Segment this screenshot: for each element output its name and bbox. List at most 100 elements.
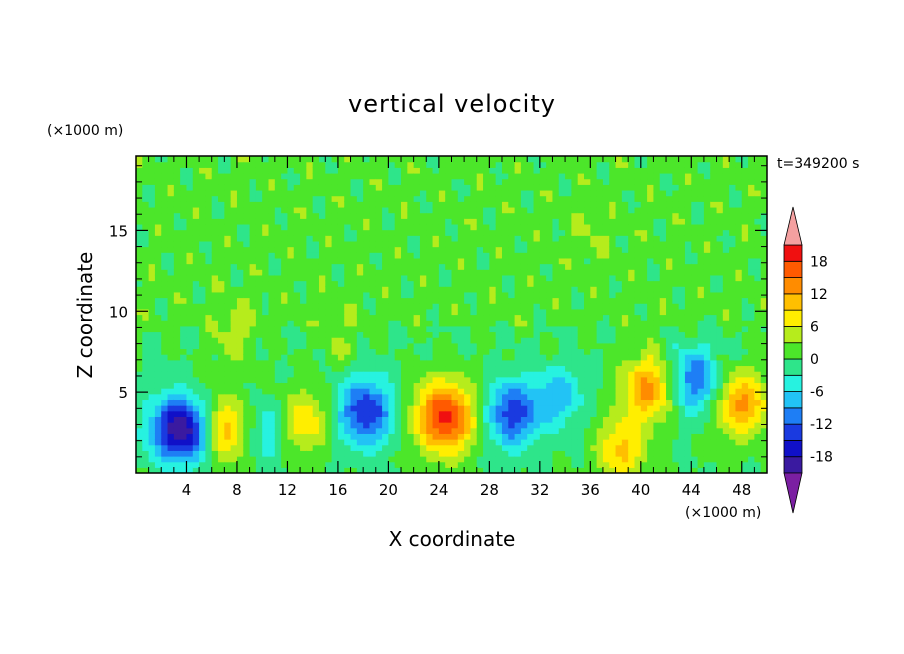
heatmap-cell	[142, 252, 150, 259]
heatmap-cell	[470, 223, 478, 231]
heatmap-cell	[634, 416, 642, 423]
heatmap-cell	[426, 376, 434, 384]
heatmap-cell	[514, 456, 522, 463]
heatmap-cell	[520, 337, 528, 344]
heatmap-cell	[394, 286, 402, 293]
heatmap-cell	[426, 286, 434, 293]
heatmap-cell	[224, 167, 232, 174]
heatmap-cell	[470, 235, 478, 242]
heatmap-cell	[546, 167, 554, 174]
heatmap-cell	[287, 240, 295, 248]
heatmap-cell	[180, 263, 188, 270]
heatmap-cell	[180, 161, 188, 168]
heatmap-cell	[609, 263, 617, 270]
heatmap-cell	[558, 156, 566, 163]
heatmap-cell	[224, 286, 232, 293]
heatmap-cell	[609, 467, 617, 473]
heatmap-cell	[363, 456, 371, 463]
heatmap-cell	[337, 354, 345, 361]
heatmap-cell	[520, 156, 528, 163]
heatmap-cell	[192, 286, 200, 293]
heatmap-cell	[192, 331, 200, 338]
heatmap-cell	[520, 246, 528, 253]
heatmap-cell	[369, 172, 377, 180]
heatmap-cell	[609, 161, 617, 168]
heatmap-cell	[413, 246, 421, 253]
heatmap-cell	[312, 320, 320, 327]
heatmap-cell	[236, 263, 244, 270]
heatmap-cell	[527, 416, 535, 423]
heatmap-cell	[180, 167, 188, 174]
heatmap-cell	[230, 376, 238, 384]
heatmap-cell	[527, 263, 535, 270]
heatmap-cell	[407, 422, 415, 429]
heatmap-cell	[590, 195, 598, 202]
heatmap-cell	[218, 359, 225, 367]
heatmap-cell	[520, 320, 528, 327]
heatmap-cell	[552, 297, 560, 304]
heatmap-cell	[142, 206, 150, 214]
heatmap-cell	[363, 212, 371, 219]
heatmap-cell	[230, 195, 238, 202]
heatmap-cell	[464, 337, 472, 344]
heatmap-cell	[552, 393, 560, 401]
heatmap-cell	[293, 274, 301, 282]
heatmap-cell	[388, 235, 396, 242]
heatmap-cell	[136, 246, 143, 253]
heatmap-cell	[647, 422, 655, 429]
heatmap-cell	[426, 450, 434, 457]
heatmap-cell	[325, 161, 333, 168]
heatmap-cell	[483, 218, 490, 225]
heatmap-cell	[218, 269, 225, 276]
heatmap-cell	[350, 376, 358, 384]
heatmap-cell	[318, 252, 326, 259]
heatmap-cell	[350, 252, 358, 259]
heatmap-cell	[653, 263, 661, 270]
heatmap-cell	[281, 410, 289, 417]
heatmap-cell	[218, 439, 225, 446]
heatmap-cell	[552, 184, 560, 191]
heatmap-cell	[293, 382, 301, 389]
heatmap-cell	[495, 286, 503, 293]
heatmap-cell	[615, 320, 623, 327]
heatmap-cell	[413, 376, 421, 384]
heatmap-cell	[533, 427, 541, 434]
heatmap-cell	[413, 320, 421, 327]
heatmap-cell	[672, 172, 680, 180]
heatmap-cell	[571, 218, 579, 225]
heatmap-cell	[508, 263, 516, 270]
heatmap-cell	[211, 410, 219, 417]
heatmap-cell	[356, 314, 364, 321]
heatmap-cell	[136, 218, 143, 225]
heatmap-cell	[407, 246, 415, 253]
heatmap-cell	[236, 410, 244, 417]
heatmap-cell	[243, 167, 251, 174]
heatmap-cell	[659, 382, 667, 389]
heatmap-cell	[520, 223, 528, 231]
heatmap-cell	[565, 320, 572, 327]
heatmap-cell	[344, 388, 352, 395]
heatmap-cell	[432, 467, 440, 473]
heatmap-cell	[262, 263, 270, 270]
heatmap-cell	[199, 178, 207, 185]
heatmap-cell	[350, 359, 358, 367]
heatmap-cell	[243, 399, 251, 406]
heatmap-cell	[419, 308, 427, 316]
heatmap-cell	[382, 456, 389, 463]
heatmap-cell	[489, 286, 497, 293]
heatmap-cell	[483, 359, 490, 367]
heatmap-cell	[419, 263, 427, 270]
heatmap-cell	[224, 359, 232, 367]
heatmap-cell	[312, 376, 320, 384]
heatmap-cell	[445, 405, 453, 412]
heatmap-cell	[375, 274, 383, 282]
heatmap-cell	[565, 156, 572, 163]
heatmap-cell	[230, 342, 238, 350]
heatmap-cell	[527, 229, 535, 236]
heatmap-cell	[590, 280, 598, 287]
heatmap-cell	[192, 456, 200, 463]
heatmap-cell	[621, 252, 629, 259]
heatmap-cell	[640, 422, 648, 429]
heatmap-cell	[596, 240, 604, 248]
heatmap-cell	[167, 167, 175, 174]
